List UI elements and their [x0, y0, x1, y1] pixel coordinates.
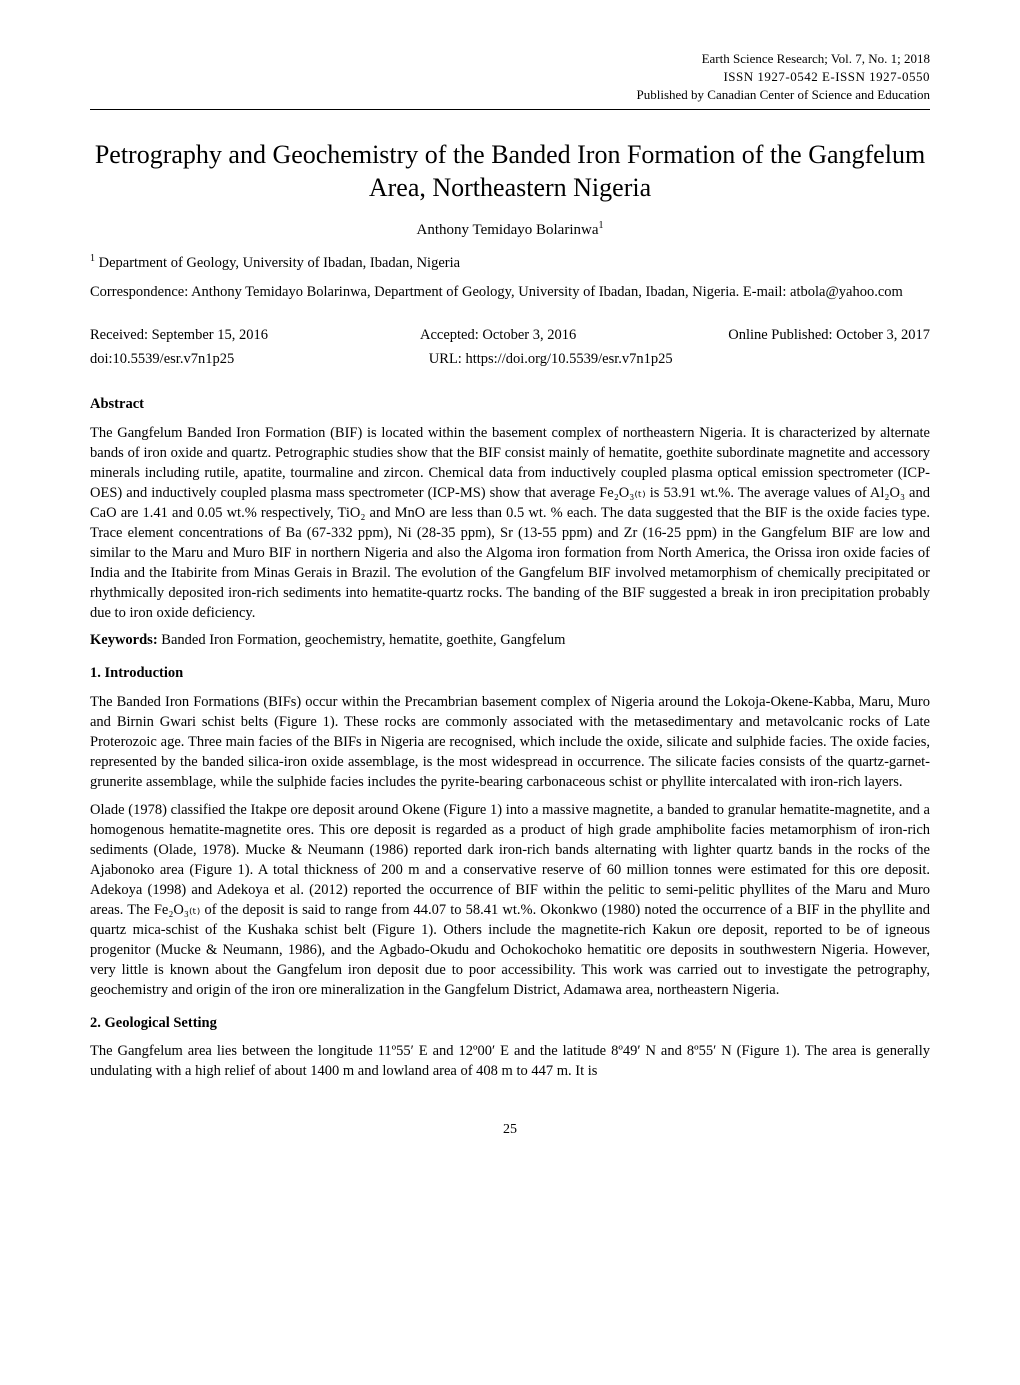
keywords-text: Banded Iron Formation, geochemistry, hem…: [161, 632, 565, 648]
keywords-line: Keywords: Banded Iron Formation, geochem…: [90, 631, 930, 651]
doi-text: doi:10.5539/esr.v7n1p25: [90, 350, 359, 370]
issn-line: ISSN 1927-0542 E-ISSN 1927-0550: [90, 68, 930, 86]
doi-row: doi:10.5539/esr.v7n1p25 URL: https://doi…: [90, 350, 930, 370]
geological-setting-heading: 2. Geological Setting: [90, 1014, 930, 1034]
geological-setting-paragraph-1: The Gangfelum area lies between the long…: [90, 1041, 930, 1081]
keywords-label: Keywords:: [90, 632, 161, 648]
journal-line: Earth Science Research; Vol. 7, No. 1; 2…: [90, 50, 930, 68]
received-date: Received: September 15, 2016: [90, 326, 268, 346]
publication-dates-row: Received: September 15, 2016 Accepted: O…: [90, 326, 930, 346]
introduction-heading: 1. Introduction: [90, 664, 930, 684]
author-line: Anthony Temidayo Bolarinwa1: [90, 219, 930, 240]
author-superscript: 1: [598, 220, 603, 231]
doi-url: URL: https://doi.org/10.5539/esr.v7n1p25: [359, 350, 930, 370]
page-number: 25: [90, 1121, 930, 1140]
paper-title: Petrography and Geochemistry of the Band…: [90, 138, 930, 206]
affiliation-text: Department of Geology, University of Iba…: [95, 255, 460, 271]
introduction-paragraph-2: Olade (1978) classified the Itakpe ore d…: [90, 800, 930, 1000]
publisher-line: Published by Canadian Center of Science …: [90, 86, 930, 104]
accepted-date: Accepted: October 3, 2016: [420, 326, 576, 346]
header-divider: [90, 109, 930, 110]
online-published-date: Online Published: October 3, 2017: [728, 326, 930, 346]
author-name: Anthony Temidayo Bolarinwa: [417, 222, 599, 238]
correspondence-block: Correspondence: Anthony Temidayo Bolarin…: [90, 282, 930, 302]
introduction-paragraph-1: The Banded Iron Formations (BIFs) occur …: [90, 692, 930, 792]
affiliation-line: 1 Department of Geology, University of I…: [90, 252, 930, 273]
journal-header: Earth Science Research; Vol. 7, No. 1; 2…: [90, 50, 930, 105]
abstract-heading: Abstract: [90, 395, 930, 415]
abstract-text: The Gangfelum Banded Iron Formation (BIF…: [90, 423, 930, 623]
